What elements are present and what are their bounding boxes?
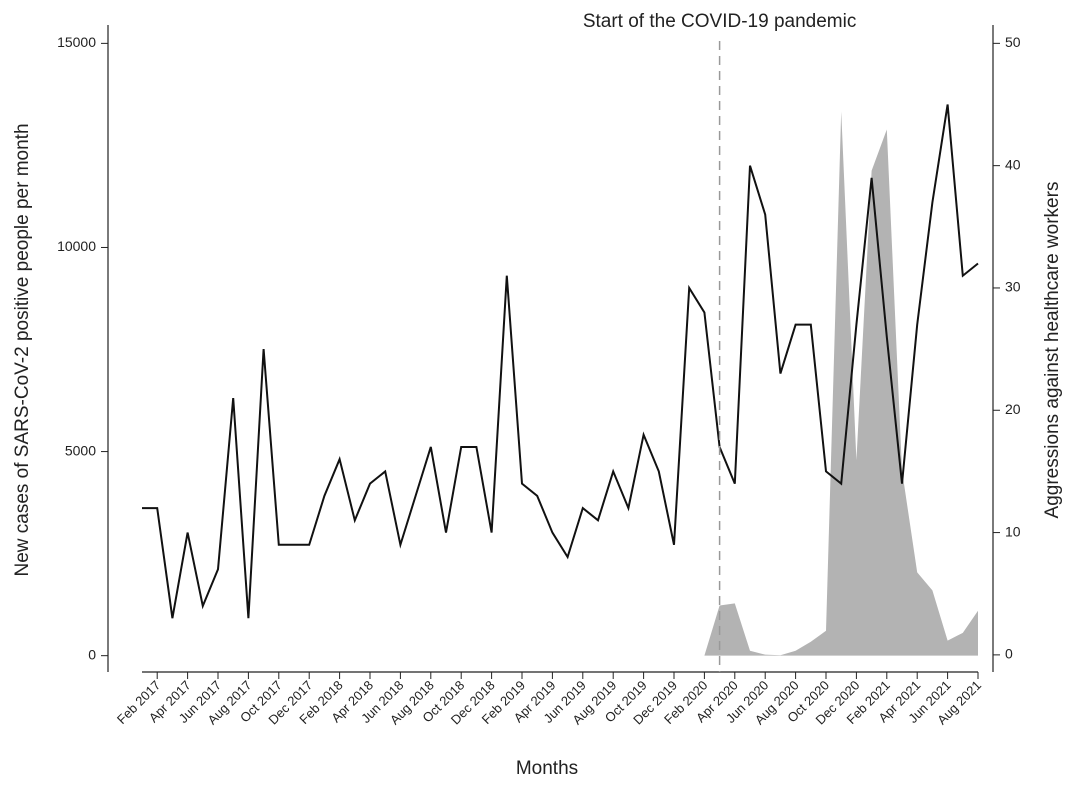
y2-tick-label: 0 — [1005, 646, 1013, 662]
y-tick-label: 0 — [88, 646, 96, 662]
y-tick-label: 5000 — [65, 442, 96, 458]
y2-tick-label: 40 — [1005, 156, 1021, 172]
x-axis-title: Months — [516, 758, 578, 779]
y2-axis-title: Aggressions against healthcare workers — [1042, 182, 1063, 519]
cases-area — [704, 111, 978, 656]
y-tick-label: 15000 — [57, 34, 96, 50]
y-tick-label: 10000 — [57, 238, 96, 254]
y2-tick-label: 30 — [1005, 279, 1021, 295]
y2-tick-label: 10 — [1005, 523, 1021, 539]
y2-tick-label: 20 — [1005, 401, 1021, 417]
aggressions-line — [142, 104, 979, 619]
y2-tick-label: 50 — [1005, 34, 1021, 50]
annotation: Start of the COVID-19 pandemic — [583, 11, 857, 32]
y-axis-title: New cases of SARS-CoV-2 positive people … — [12, 123, 33, 576]
